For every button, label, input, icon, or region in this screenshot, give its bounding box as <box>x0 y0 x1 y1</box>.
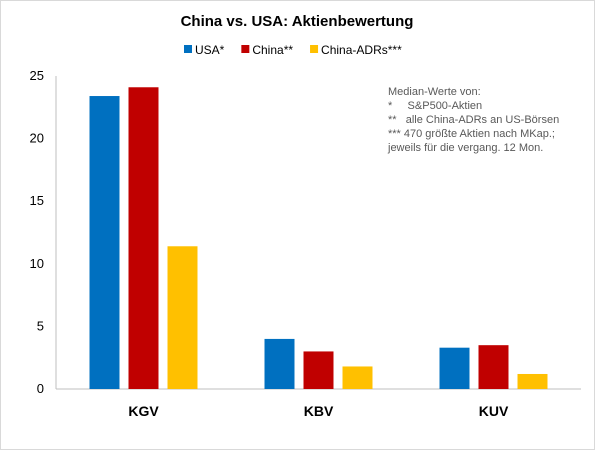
bar-kbv-2 <box>303 351 334 389</box>
legend-label-3: China-ADRs*** <box>321 43 402 57</box>
y-tick-label: 0 <box>37 381 44 396</box>
y-tick-label: 20 <box>30 131 44 146</box>
legend: USA* China** China-ADRs*** <box>184 43 402 57</box>
legend-label-1: USA* <box>195 43 225 57</box>
y-tick-label: 5 <box>37 318 44 333</box>
legend-swatch-3 <box>310 45 319 53</box>
annotation-line: Median-Werte von: <box>388 86 481 98</box>
y-tick-label: 25 <box>30 68 44 83</box>
legend-label-2: China** <box>252 43 293 57</box>
legend-swatch-2 <box>241 45 250 53</box>
x-tick-label: KUV <box>479 403 509 419</box>
x-tick-label: KGV <box>128 403 159 419</box>
bar-kgv-1 <box>89 96 120 390</box>
bar-kuv-2 <box>478 345 509 389</box>
bar-kuv-1 <box>439 347 470 389</box>
annotation-line: ** alle China-ADRs an US-Börsen <box>388 114 559 126</box>
y-tick-label: 10 <box>30 256 44 271</box>
annotation-note: Median-Werte von: * S&P500-Aktien ** alle … <box>387 86 559 154</box>
annotation-line: jeweils für die vergang. 12 Mon. <box>387 142 543 154</box>
bar-kuv-3 <box>517 373 548 389</box>
chart-title: China vs. USA: Aktienbewertung <box>181 13 414 30</box>
y-tick-label: 15 <box>30 193 44 208</box>
bars <box>89 87 548 390</box>
bar-kbv-1 <box>264 338 295 389</box>
bar-kgv-2 <box>128 87 159 389</box>
legend-swatch-1 <box>184 45 192 53</box>
bar-kgv-3 <box>167 246 198 389</box>
y-tick-labels: 0 5 10 15 20 25 <box>30 68 44 396</box>
x-tick-labels: KGV KBV KUV <box>128 403 509 419</box>
bar-kbv-3 <box>342 366 373 389</box>
annotation-line: *** 470 größte Aktien nach MKap.; <box>388 128 555 140</box>
annotation-line: * S&P500-Aktien <box>388 100 482 112</box>
x-tick-label: KBV <box>304 403 334 419</box>
